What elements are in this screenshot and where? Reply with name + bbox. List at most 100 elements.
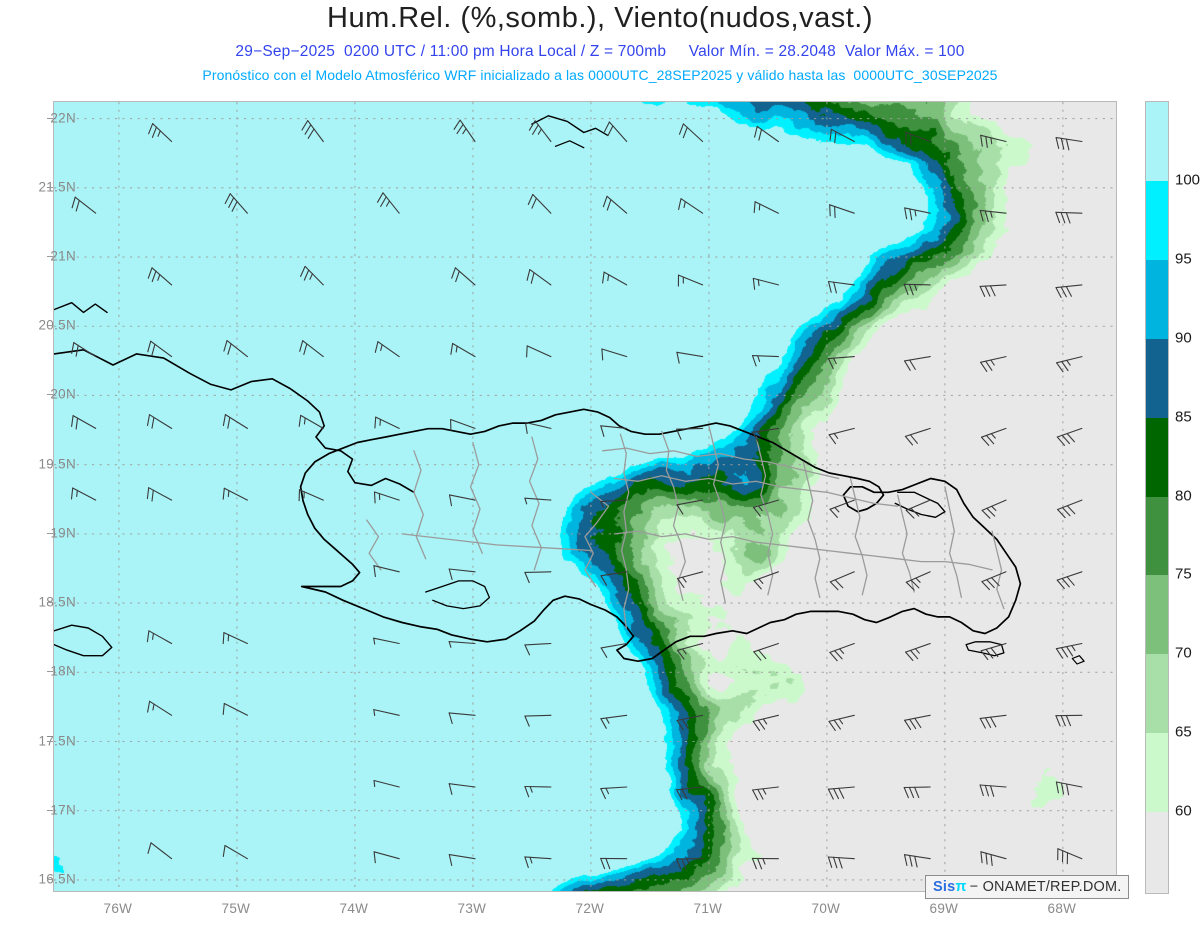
wind-barb bbox=[147, 340, 173, 358]
wind-barb bbox=[527, 193, 552, 214]
wind-barb bbox=[524, 785, 552, 798]
colorbar-tick-label: 75 bbox=[1175, 565, 1192, 583]
colorbar-tick-label: 65 bbox=[1175, 723, 1192, 741]
wind-barb bbox=[979, 209, 1007, 223]
wind-barb bbox=[827, 786, 855, 800]
wind-barb bbox=[1057, 499, 1083, 519]
wind-barb bbox=[980, 851, 1007, 867]
lat-tick-mark bbox=[47, 463, 53, 465]
province-border-7 bbox=[897, 494, 915, 593]
wind-barb bbox=[373, 709, 400, 717]
wind-barb bbox=[753, 642, 779, 661]
colorbar-band bbox=[1146, 338, 1168, 419]
wind-barb bbox=[903, 786, 931, 799]
province-border-haiti-2 bbox=[528, 436, 542, 571]
wind-barb bbox=[222, 414, 248, 429]
lat-tick-label: 20.5N bbox=[38, 317, 76, 333]
colorbar-tick-label: 70 bbox=[1175, 644, 1192, 662]
wind-barb bbox=[374, 416, 400, 429]
wind-barb bbox=[146, 630, 173, 645]
coastline-samana bbox=[894, 491, 946, 518]
wind-barb bbox=[752, 427, 779, 443]
lon-tick-label: 71W bbox=[693, 901, 723, 916]
wind-barb bbox=[827, 356, 855, 370]
wind-barb bbox=[600, 857, 628, 870]
wind-barb bbox=[828, 427, 855, 445]
wind-barb bbox=[1055, 781, 1083, 796]
lat-tick-label: 18.5N bbox=[38, 594, 76, 610]
wind-barb bbox=[979, 784, 1007, 797]
coastline-hispaniola bbox=[299, 408, 1022, 663]
wind-barb bbox=[524, 642, 552, 656]
wind-barb bbox=[829, 128, 855, 144]
wind-barb bbox=[905, 642, 931, 661]
wind-barb bbox=[676, 714, 704, 731]
lon-tick-label: 68W bbox=[1047, 901, 1077, 916]
header-subtitle: 29−Sep−2025 0200 UTC / 11:00 pm Hora Loc… bbox=[235, 43, 965, 60]
wind-barb bbox=[980, 134, 1007, 148]
wind-barb bbox=[223, 340, 248, 358]
wind-barb bbox=[448, 783, 476, 795]
wind-barb bbox=[752, 499, 779, 517]
province-border-haiti-ew bbox=[401, 533, 592, 552]
colorbar-band bbox=[1146, 654, 1168, 734]
lon-tick-label: 73W bbox=[457, 901, 487, 916]
wind-barb bbox=[903, 854, 931, 868]
wind-barb bbox=[678, 198, 704, 214]
lat-tick-label: 20N bbox=[50, 386, 76, 402]
colorbar-tick-label: 85 bbox=[1175, 408, 1192, 426]
wind-barb bbox=[298, 489, 324, 502]
wind-barb bbox=[903, 356, 931, 371]
wind-barb bbox=[524, 856, 552, 868]
wind-barb bbox=[979, 714, 1007, 729]
wind-barb bbox=[373, 491, 400, 504]
wind-barb bbox=[677, 274, 704, 287]
province-border-haiti-5 bbox=[366, 519, 382, 571]
colorbar-tick-label: 100 bbox=[1175, 171, 1200, 189]
lat-tick-mark bbox=[47, 325, 53, 327]
wind-barb bbox=[829, 204, 855, 219]
wind-barb bbox=[222, 702, 248, 716]
wind-barb bbox=[829, 642, 855, 662]
wind-barb bbox=[753, 201, 779, 214]
wind-barb bbox=[676, 499, 704, 515]
wind-barb bbox=[450, 418, 476, 432]
wind-barb bbox=[676, 427, 704, 440]
lat-tick-mark bbox=[47, 878, 53, 880]
wind-barb bbox=[147, 267, 173, 286]
colorbar-tick-label: 80 bbox=[1175, 487, 1192, 504]
province-border-ew-2 bbox=[613, 530, 993, 571]
wind-barb bbox=[148, 123, 173, 143]
wind-barb bbox=[528, 120, 552, 143]
page-title: Hum.Rel. (%,somb.), Viento(nudos,vast.) bbox=[327, 2, 873, 34]
map-vector-overlay bbox=[54, 102, 1116, 891]
wind-barb bbox=[301, 120, 324, 143]
wind-barb bbox=[222, 844, 248, 860]
lat-tick-mark bbox=[47, 256, 53, 258]
colorbar-band bbox=[1146, 180, 1168, 261]
colorbar bbox=[1145, 101, 1169, 894]
wind-barb bbox=[450, 342, 476, 358]
lon-tick-label: 69W bbox=[929, 901, 959, 916]
wind-barb bbox=[224, 193, 248, 214]
coastline-cuba-north bbox=[54, 302, 108, 314]
coastline-islet bbox=[1071, 655, 1085, 665]
wind-barb bbox=[752, 714, 779, 731]
colorbar-band bbox=[1146, 102, 1168, 182]
lat-tick-label: 19.5N bbox=[38, 456, 76, 472]
lat-tick-mark bbox=[47, 809, 53, 811]
wind-barb bbox=[376, 192, 400, 214]
wind-barb bbox=[448, 568, 476, 581]
lat-tick-label: 21N bbox=[50, 248, 76, 264]
province-border-8 bbox=[944, 486, 963, 599]
lat-tick-mark bbox=[47, 532, 53, 534]
lon-tick-label: 70W bbox=[811, 901, 841, 916]
lat-tick-label: 22N bbox=[50, 110, 76, 126]
province-border-ew-1 bbox=[613, 475, 899, 507]
wind-barb bbox=[1055, 211, 1083, 224]
wind-barb bbox=[904, 714, 931, 731]
wind-barb bbox=[1056, 571, 1083, 590]
wind-barb bbox=[980, 356, 1007, 372]
coastline-bahamas bbox=[531, 115, 609, 136]
humidity-shaded-field bbox=[54, 102, 1116, 891]
